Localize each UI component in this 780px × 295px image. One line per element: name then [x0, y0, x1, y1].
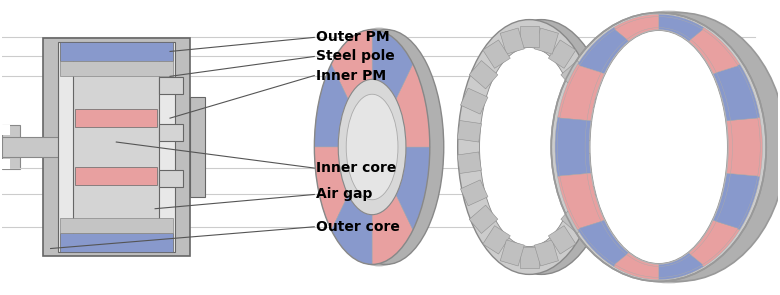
- Polygon shape: [534, 240, 558, 266]
- Polygon shape: [615, 17, 659, 40]
- Bar: [2, 159, 10, 169]
- Bar: [59, 42, 173, 61]
- Polygon shape: [520, 247, 539, 268]
- Text: Inner core: Inner core: [316, 161, 396, 175]
- Polygon shape: [500, 240, 524, 266]
- Polygon shape: [614, 253, 659, 280]
- Polygon shape: [460, 88, 488, 114]
- Polygon shape: [716, 173, 757, 228]
- Bar: [43, 37, 190, 256]
- Polygon shape: [578, 220, 629, 267]
- Ellipse shape: [353, 79, 420, 215]
- Bar: [59, 232, 173, 252]
- Polygon shape: [560, 173, 601, 228]
- Bar: [73, 50, 159, 244]
- Ellipse shape: [319, 27, 439, 266]
- Bar: [59, 61, 173, 76]
- Polygon shape: [460, 180, 488, 206]
- Ellipse shape: [571, 13, 780, 281]
- Text: Air gap: Air gap: [316, 188, 373, 201]
- Polygon shape: [534, 28, 558, 54]
- Polygon shape: [690, 222, 738, 265]
- Ellipse shape: [458, 19, 601, 274]
- Bar: [2, 137, 73, 157]
- Polygon shape: [713, 173, 760, 230]
- Bar: [59, 218, 173, 232]
- Polygon shape: [396, 147, 430, 230]
- Polygon shape: [557, 118, 587, 176]
- Polygon shape: [571, 88, 598, 114]
- Ellipse shape: [551, 13, 766, 281]
- Ellipse shape: [609, 30, 748, 264]
- Polygon shape: [716, 66, 757, 120]
- Polygon shape: [561, 205, 590, 233]
- Bar: [58, 42, 175, 252]
- Polygon shape: [560, 66, 601, 120]
- Polygon shape: [615, 255, 659, 277]
- Polygon shape: [483, 226, 510, 254]
- Polygon shape: [659, 17, 703, 40]
- Polygon shape: [332, 195, 372, 264]
- Ellipse shape: [470, 19, 613, 274]
- Bar: [2, 125, 10, 135]
- Bar: [2, 125, 20, 169]
- Polygon shape: [659, 14, 704, 41]
- Polygon shape: [571, 180, 598, 206]
- Polygon shape: [483, 40, 510, 68]
- Bar: [76, 109, 157, 127]
- Polygon shape: [396, 64, 430, 147]
- Ellipse shape: [491, 47, 591, 247]
- Polygon shape: [580, 222, 627, 265]
- Bar: [190, 97, 205, 197]
- Ellipse shape: [339, 79, 406, 215]
- Polygon shape: [332, 30, 372, 99]
- Polygon shape: [558, 64, 604, 121]
- Polygon shape: [555, 117, 590, 176]
- Bar: [76, 167, 157, 185]
- Polygon shape: [470, 60, 498, 89]
- Polygon shape: [457, 121, 481, 142]
- Polygon shape: [470, 205, 498, 233]
- Text: Outer PM: Outer PM: [316, 30, 390, 44]
- Polygon shape: [727, 117, 762, 176]
- Polygon shape: [580, 30, 627, 73]
- Polygon shape: [713, 64, 760, 121]
- Polygon shape: [689, 27, 739, 74]
- Polygon shape: [457, 152, 481, 173]
- Bar: [159, 77, 183, 94]
- Polygon shape: [731, 118, 760, 176]
- Polygon shape: [548, 226, 576, 254]
- Text: Outer core: Outer core: [316, 220, 400, 234]
- Ellipse shape: [328, 30, 444, 264]
- Polygon shape: [577, 121, 601, 142]
- Bar: [159, 124, 183, 141]
- Polygon shape: [500, 28, 524, 54]
- Polygon shape: [578, 27, 629, 74]
- Polygon shape: [548, 40, 576, 68]
- Polygon shape: [372, 195, 413, 264]
- Polygon shape: [558, 173, 604, 230]
- Polygon shape: [314, 147, 348, 230]
- Ellipse shape: [558, 11, 779, 283]
- Text: Steel pole: Steel pole: [316, 50, 395, 63]
- Polygon shape: [659, 253, 704, 280]
- Text: Inner PM: Inner PM: [316, 68, 386, 83]
- Ellipse shape: [346, 94, 398, 200]
- Polygon shape: [614, 14, 659, 41]
- Polygon shape: [689, 220, 739, 267]
- Polygon shape: [520, 26, 539, 47]
- Polygon shape: [561, 60, 590, 89]
- Polygon shape: [577, 152, 601, 173]
- Ellipse shape: [480, 47, 579, 247]
- Polygon shape: [659, 255, 703, 277]
- Polygon shape: [690, 30, 738, 73]
- Bar: [159, 170, 183, 187]
- Ellipse shape: [590, 31, 728, 263]
- Polygon shape: [372, 30, 413, 99]
- Polygon shape: [314, 64, 348, 147]
